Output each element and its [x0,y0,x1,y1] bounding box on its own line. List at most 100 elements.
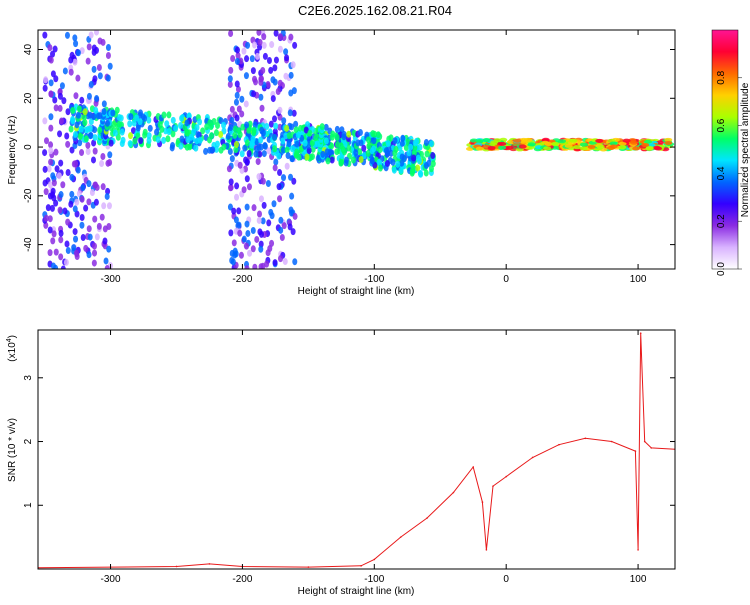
spectrogram-cell [320,150,326,158]
x-tick-label: 0 [503,574,509,585]
spectrogram-cell [79,214,85,222]
spectrogram-cell [245,229,251,237]
spectrogram-cell [334,133,340,141]
spectrogram-cell [75,111,81,119]
spectrogram-ylabel: Frequency (Hz) [7,116,18,185]
spectrogram-cell [234,91,240,99]
spectrogram-cell [399,139,405,147]
spectrogram-cell [251,126,257,134]
spectrogram-cell [78,125,84,133]
spectrogram-cell [65,140,71,148]
spectrogram-cell [270,76,276,84]
spectrogram-cell [385,140,391,148]
spectrogram-cell [73,160,79,168]
y-tick-label: 40 [23,44,34,56]
spectrogram-cell [48,158,54,166]
spectrogram-cell [72,130,78,138]
spectrogram-cell [281,117,287,125]
spectrogram-cell [146,132,152,140]
spectrogram-cell [417,169,423,177]
spectrogram-cell [376,158,382,166]
spectrogram-cell [587,144,596,149]
spectrogram-cell [277,106,283,114]
spectrogram-cell [92,249,98,257]
spectrogram-cell [46,165,52,173]
spectrogram-cell [58,229,64,237]
spectrogram-cell [259,126,265,134]
spectrogram-cell [228,178,234,186]
spectrogram-cell [251,204,257,212]
spectrogram-cell [72,58,78,66]
spectrogram-xlabel: Height of straight line (km) [298,286,415,297]
spectrogram-cell [147,124,153,132]
snr-point [452,491,455,494]
spectrogram-cell [249,139,255,147]
spectrogram-cell [291,177,297,185]
spectrogram-cell [569,138,578,143]
spectrogram-cell [290,228,296,236]
spectrogram-cell [254,235,260,243]
spectrogram-cell [53,104,59,112]
x-tick-label: -200 [232,574,252,585]
spectrogram-cell [70,106,76,114]
spectrogram-cell [288,33,294,41]
spectrogram-cell [423,169,429,177]
spectrogram-cell [236,207,242,215]
spectrogram-cell [104,119,110,127]
spectrogram-cell [265,81,271,89]
spectrogram-cell [96,222,102,230]
spectrogram-cell [235,52,241,60]
spectrogram-cell [261,150,267,158]
spectrogram-cell [233,98,239,106]
spectrogram-cell [384,151,390,159]
snr-point [481,501,484,503]
spectrogram-cell [62,67,68,75]
snr-plot-area [38,332,675,569]
spectrogram-cell [272,133,278,141]
spectrogram-cell [513,138,522,143]
spectrogram-cell [65,218,71,226]
spectrogram-cell [128,113,134,121]
spectrogram-cell [428,165,434,173]
spectrogram-cell [355,139,361,147]
snr-point [360,565,362,567]
spectrogram-cell [204,123,210,131]
spectrogram-cell [392,137,398,145]
x-tick-label: 0 [503,274,509,285]
spectrogram-cell [43,214,49,222]
spectrogram-cell [164,120,170,128]
spectrogram-cell [596,144,605,149]
spectrogram-cell [108,139,114,147]
spectrogram-cell [100,153,106,161]
spectrogram-cell [641,142,650,147]
spectrogram-cell [234,193,240,201]
spectrogram-cell [86,43,92,51]
spectrogram-cell [241,235,247,243]
spectrogram-cell [564,143,573,148]
spectrogram-cell [266,56,272,64]
spectrogram-cell [280,137,286,145]
spectrogram-cell [142,114,148,122]
spectrogram-cell [73,40,79,48]
spectrogram-cell [91,48,97,56]
spectrogram-cell [97,72,103,80]
spectrogram-cell [261,41,267,49]
spectrogram-cell [283,132,289,140]
spectrogram-cell [315,154,321,162]
spectrogram-cell [227,75,233,83]
spectrogram-cell [395,160,401,168]
spectrogram-cell [353,149,359,157]
spectrogram-cell [225,132,231,140]
spectrogram-cell [664,137,673,142]
spectrogram-cell [357,129,363,137]
spectrogram-cell [47,249,53,257]
spectrogram-cell [203,147,209,155]
spectrogram-cell [72,34,78,42]
spectrogram-cell [57,206,63,214]
spectrogram-cell [86,180,92,188]
spectrogram-cell [187,143,193,151]
spectrogram-cell [291,109,297,117]
spectrogram-area [42,30,675,269]
spectrogram-cell [213,129,219,137]
spectrogram-cell [48,79,54,87]
